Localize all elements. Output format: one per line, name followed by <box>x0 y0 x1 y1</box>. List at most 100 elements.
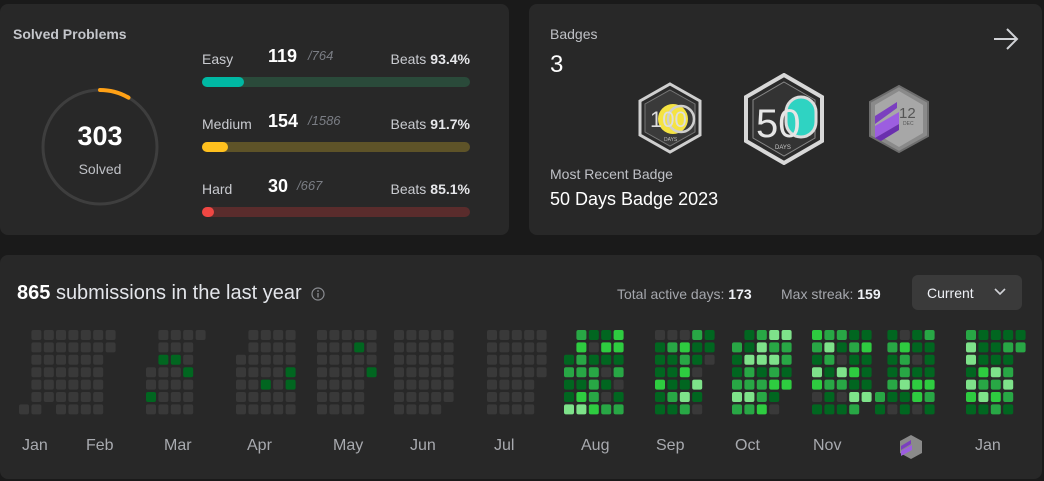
heatmap-day-cell[interactable] <box>601 342 612 353</box>
heatmap-day-cell[interactable] <box>692 404 703 415</box>
heatmap-day-cell[interactable] <box>170 354 181 365</box>
heatmap-day-cell[interactable] <box>56 342 66 353</box>
heatmap-day-cell[interactable] <box>93 354 104 365</box>
heatmap-day-cell[interactable] <box>564 354 574 365</box>
heatmap-day-cell[interactable] <box>56 392 66 402</box>
heatmap-day-cell[interactable] <box>849 392 860 402</box>
heatmap-day-cell[interactable] <box>1015 330 1026 340</box>
heatmap-day-cell[interactable] <box>43 342 54 353</box>
heatmap-day-cell[interactable] <box>692 354 703 365</box>
heatmap-day-cell[interactable] <box>899 354 910 365</box>
heatmap-day-cell[interactable] <box>248 342 259 353</box>
heatmap-day-cell[interactable] <box>418 404 429 415</box>
heatmap-day-cell[interactable] <box>978 404 989 415</box>
heatmap-day-cell[interactable] <box>887 367 898 378</box>
heatmap-day-cell[interactable] <box>273 367 284 378</box>
info-icon[interactable] <box>311 287 325 301</box>
heatmap-day-cell[interactable] <box>260 404 271 415</box>
heatmap-day-cell[interactable] <box>406 367 417 378</box>
heatmap-day-cell[interactable] <box>487 354 497 365</box>
heatmap-day-cell[interactable] <box>966 330 976 340</box>
heatmap-day-cell[interactable] <box>394 342 404 353</box>
heatmap-day-cell[interactable] <box>341 404 352 415</box>
heatmap-day-cell[interactable] <box>341 330 352 340</box>
heatmap-day-cell[interactable] <box>487 379 497 390</box>
heatmap-day-cell[interactable] <box>93 367 104 378</box>
heatmap-day-cell[interactable] <box>861 330 872 340</box>
heatmap-day-cell[interactable] <box>824 404 835 415</box>
50-days-badge-icon[interactable]: 50 DAYS <box>742 73 826 165</box>
heatmap-day-cell[interactable] <box>80 354 91 365</box>
heatmap-day-cell[interactable] <box>836 379 847 390</box>
heatmap-day-cell[interactable] <box>704 342 715 353</box>
heatmap-day-cell[interactable] <box>588 379 599 390</box>
heatmap-day-cell[interactable] <box>924 330 935 340</box>
heatmap-day-cell[interactable] <box>524 354 535 365</box>
heatmap-day-cell[interactable] <box>812 379 822 390</box>
heatmap-day-cell[interactable] <box>236 354 246 365</box>
heatmap-day-cell[interactable] <box>499 330 510 340</box>
heatmap-day-cell[interactable] <box>443 379 454 390</box>
heatmap-day-cell[interactable] <box>769 404 780 415</box>
heatmap-day-cell[interactable] <box>990 404 1001 415</box>
heatmap-day-cell[interactable] <box>836 392 847 402</box>
heatmap-day-cell[interactable] <box>170 330 181 340</box>
heatmap-day-cell[interactable] <box>43 354 54 365</box>
heatmap-day-cell[interactable] <box>31 392 42 402</box>
heatmap-day-cell[interactable] <box>317 404 327 415</box>
heatmap-day-cell[interactable] <box>899 379 910 390</box>
heatmap-day-cell[interactable] <box>812 367 822 378</box>
heatmap-day-cell[interactable] <box>536 367 547 378</box>
heatmap-day-cell[interactable] <box>394 367 404 378</box>
heatmap-day-cell[interactable] <box>966 404 976 415</box>
heatmap-day-cell[interactable] <box>68 392 79 402</box>
heatmap-day-cell[interactable] <box>667 342 678 353</box>
heatmap-day-cell[interactable] <box>978 342 989 353</box>
heatmap-day-cell[interactable] <box>260 379 271 390</box>
heatmap-day-cell[interactable] <box>487 392 497 402</box>
heatmap-day-cell[interactable] <box>511 379 522 390</box>
difficulty-easy-row[interactable]: Easy 119 /764 Beats 93.4% <box>202 46 470 91</box>
heatmap-day-cell[interactable] <box>966 342 976 353</box>
heatmap-day-cell[interactable] <box>329 354 340 365</box>
heatmap-day-cell[interactable] <box>487 330 497 340</box>
heatmap-day-cell[interactable] <box>588 330 599 340</box>
heatmap-day-cell[interactable] <box>418 392 429 402</box>
heatmap-day-cell[interactable] <box>812 330 822 340</box>
heatmap-day-cell[interactable] <box>329 342 340 353</box>
heatmap-day-cell[interactable] <box>655 330 665 340</box>
heatmap-day-cell[interactable] <box>354 404 365 415</box>
heatmap-day-cell[interactable] <box>146 379 156 390</box>
december-badge-icon[interactable] <box>899 434 923 460</box>
heatmap-day-cell[interactable] <box>329 404 340 415</box>
heatmap-day-cell[interactable] <box>354 354 365 365</box>
heatmap-day-cell[interactable] <box>183 330 194 340</box>
heatmap-day-cell[interactable] <box>329 367 340 378</box>
heatmap-day-cell[interactable] <box>732 367 742 378</box>
heatmap-day-cell[interactable] <box>236 379 246 390</box>
heatmap-day-cell[interactable] <box>912 354 923 365</box>
difficulty-medium-row[interactable]: Medium 154 /1586 Beats 91.7% <box>202 111 470 156</box>
heatmap-day-cell[interactable] <box>394 379 404 390</box>
heatmap-day-cell[interactable] <box>273 330 284 340</box>
heatmap-day-cell[interactable] <box>756 367 767 378</box>
heatmap-day-cell[interactable] <box>317 342 327 353</box>
heatmap-day-cell[interactable] <box>679 392 690 402</box>
heatmap-day-cell[interactable] <box>990 354 1001 365</box>
heatmap-day-cell[interactable] <box>576 404 587 415</box>
heatmap-day-cell[interactable] <box>924 392 935 402</box>
heatmap-day-cell[interactable] <box>978 330 989 340</box>
heatmap-day-cell[interactable] <box>536 354 547 365</box>
heatmap-day-cell[interactable] <box>744 392 755 402</box>
heatmap-day-cell[interactable] <box>511 342 522 353</box>
heatmap-day-cell[interactable] <box>836 367 847 378</box>
heatmap-day-cell[interactable] <box>431 330 442 340</box>
heatmap-day-cell[interactable] <box>158 367 169 378</box>
heatmap-day-cell[interactable] <box>744 330 755 340</box>
heatmap-day-cell[interactable] <box>601 367 612 378</box>
heatmap-day-cell[interactable] <box>912 404 923 415</box>
heatmap-day-cell[interactable] <box>487 367 497 378</box>
heatmap-day-cell[interactable] <box>317 392 327 402</box>
heatmap-day-cell[interactable] <box>1003 392 1014 402</box>
heatmap-day-cell[interactable] <box>80 379 91 390</box>
